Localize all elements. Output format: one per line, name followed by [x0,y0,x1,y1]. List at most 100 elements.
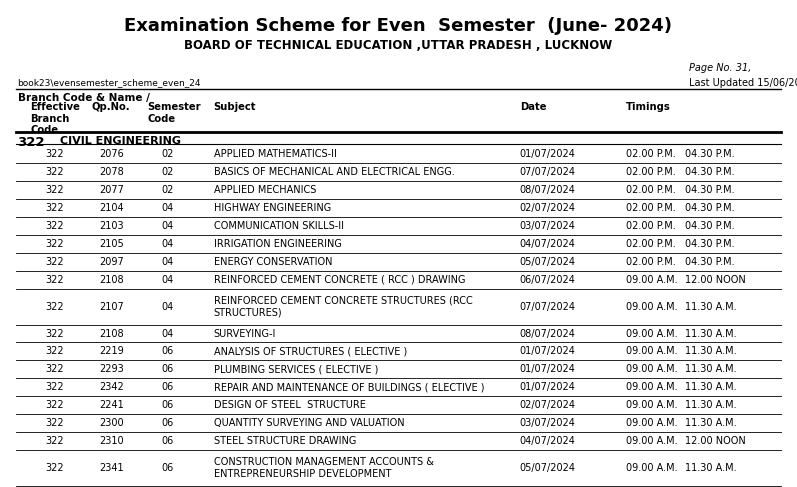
Text: 2077: 2077 [99,185,124,195]
Text: 09.00 A.M.: 09.00 A.M. [626,329,677,338]
Text: 02/07/2024: 02/07/2024 [520,203,575,213]
Text: 2108: 2108 [100,275,124,285]
Text: 12.00 NOON: 12.00 NOON [685,275,746,285]
Text: ANALYSIS OF STRUCTURES ( ELECTIVE ): ANALYSIS OF STRUCTURES ( ELECTIVE ) [214,346,406,356]
Text: 322: 322 [45,257,64,267]
Text: 09.00 A.M.: 09.00 A.M. [626,275,677,285]
Text: 01/07/2024: 01/07/2024 [520,382,575,393]
Text: 322: 322 [45,301,64,312]
Text: 2300: 2300 [100,418,124,428]
Text: 02.00 P.M.: 02.00 P.M. [626,257,675,267]
Text: 04.30 P.M.: 04.30 P.M. [685,167,735,177]
Text: 02.00 P.M.: 02.00 P.M. [626,203,675,213]
Text: 04: 04 [161,221,174,231]
Text: 11.30 A.M.: 11.30 A.M. [685,364,737,375]
Text: 05/07/2024: 05/07/2024 [520,463,575,473]
Text: 04.30 P.M.: 04.30 P.M. [685,221,735,231]
Text: 322: 322 [45,346,64,356]
Text: 06/07/2024: 06/07/2024 [520,275,575,285]
Text: 06: 06 [161,463,174,473]
Text: IRRIGATION ENGINEERING: IRRIGATION ENGINEERING [214,239,341,249]
Text: 01/07/2024: 01/07/2024 [520,149,575,159]
Text: 09.00 A.M.: 09.00 A.M. [626,400,677,410]
Text: 04: 04 [161,329,174,338]
Text: BOARD OF TECHNICAL EDUCATION ,UTTAR PRADESH , LUCKNOW: BOARD OF TECHNICAL EDUCATION ,UTTAR PRAD… [184,39,613,52]
Text: PLUMBING SERVICES ( ELECTIVE ): PLUMBING SERVICES ( ELECTIVE ) [214,364,378,375]
Text: 08/07/2024: 08/07/2024 [520,329,575,338]
Text: BASICS OF MECHANICAL AND ELECTRICAL ENGG.: BASICS OF MECHANICAL AND ELECTRICAL ENGG… [214,167,454,177]
Text: DESIGN OF STEEL  STRUCTURE: DESIGN OF STEEL STRUCTURE [214,400,366,410]
Text: 2103: 2103 [100,221,124,231]
Text: 11.30 A.M.: 11.30 A.M. [685,301,737,312]
Text: QUANTITY SURVEYING AND VALUATION: QUANTITY SURVEYING AND VALUATION [214,418,404,428]
Text: 322: 322 [45,382,64,393]
Text: 02: 02 [161,167,174,177]
Text: 09.00 A.M.: 09.00 A.M. [626,364,677,375]
Text: Page No. 31,: Page No. 31, [689,63,752,74]
Text: 2097: 2097 [99,257,124,267]
Text: 322: 322 [45,239,64,249]
Text: book23\evensemester_scheme_even_24: book23\evensemester_scheme_even_24 [18,78,201,87]
Text: ENERGY CONSERVATION: ENERGY CONSERVATION [214,257,332,267]
Text: 04: 04 [161,239,174,249]
Text: 2108: 2108 [100,329,124,338]
Text: 04.30 P.M.: 04.30 P.M. [685,239,735,249]
Text: APPLIED MECHANICS: APPLIED MECHANICS [214,185,316,195]
Text: Date: Date [520,102,546,112]
Text: 2310: 2310 [100,436,124,446]
Text: 11.30 A.M.: 11.30 A.M. [685,463,737,473]
Text: 2342: 2342 [99,382,124,393]
Text: HIGHWAY ENGINEERING: HIGHWAY ENGINEERING [214,203,331,213]
Text: Semester
Code: Semester Code [147,102,201,124]
Text: 2293: 2293 [99,364,124,375]
Text: 03/07/2024: 03/07/2024 [520,418,575,428]
Text: 04: 04 [161,301,174,312]
Text: 01/07/2024: 01/07/2024 [520,364,575,375]
Text: 322: 322 [45,364,64,375]
Text: Last Updated 15/06/2024: Last Updated 15/06/2024 [689,78,797,88]
Text: Branch Code & Name /: Branch Code & Name / [18,93,149,103]
Text: 02: 02 [161,149,174,159]
Text: 322: 322 [45,275,64,285]
Text: CONSTRUCTION MANAGEMENT ACCOUNTS &
ENTREPRENEURSHIP DEVELOPMENT: CONSTRUCTION MANAGEMENT ACCOUNTS & ENTRE… [214,457,434,479]
Text: 322: 322 [45,463,64,473]
Text: 02: 02 [161,185,174,195]
Text: 04.30 P.M.: 04.30 P.M. [685,203,735,213]
Text: 322: 322 [45,436,64,446]
Text: 322: 322 [45,400,64,410]
Text: SURVEYING-I: SURVEYING-I [214,329,276,338]
Text: 04.30 P.M.: 04.30 P.M. [685,257,735,267]
Text: 02.00 P.M.: 02.00 P.M. [626,221,675,231]
Text: 02.00 P.M.: 02.00 P.M. [626,239,675,249]
Text: 11.30 A.M.: 11.30 A.M. [685,418,737,428]
Text: 09.00 A.M.: 09.00 A.M. [626,346,677,356]
Text: 2078: 2078 [99,167,124,177]
Text: 09.00 A.M.: 09.00 A.M. [626,382,677,393]
Text: 01/07/2024: 01/07/2024 [520,346,575,356]
Text: 09.00 A.M.: 09.00 A.M. [626,301,677,312]
Text: 11.30 A.M.: 11.30 A.M. [685,329,737,338]
Text: REINFORCED CEMENT CONCRETE ( RCC ) DRAWING: REINFORCED CEMENT CONCRETE ( RCC ) DRAWI… [214,275,465,285]
Text: 2104: 2104 [100,203,124,213]
Text: STEEL STRUCTURE DRAWING: STEEL STRUCTURE DRAWING [214,436,356,446]
Text: 07/07/2024: 07/07/2024 [520,167,575,177]
Text: 06: 06 [161,364,174,375]
Text: 11.30 A.M.: 11.30 A.M. [685,400,737,410]
Text: 08/07/2024: 08/07/2024 [520,185,575,195]
Text: Effective
Branch
Code: Effective Branch Code [30,102,80,135]
Text: 03/07/2024: 03/07/2024 [520,221,575,231]
Text: 02.00 P.M.: 02.00 P.M. [626,149,675,159]
Text: 02/07/2024: 02/07/2024 [520,400,575,410]
Text: Examination Scheme for Even  Semester  (June- 2024): Examination Scheme for Even Semester (Ju… [124,17,673,35]
Text: 322: 322 [45,203,64,213]
Text: 04/07/2024: 04/07/2024 [520,436,575,446]
Text: 04: 04 [161,257,174,267]
Text: 2219: 2219 [99,346,124,356]
Text: 07/07/2024: 07/07/2024 [520,301,575,312]
Text: 04.30 P.M.: 04.30 P.M. [685,185,735,195]
Text: 04.30 P.M.: 04.30 P.M. [685,149,735,159]
Text: 322: 322 [45,149,64,159]
Text: REPAIR AND MAINTENANCE OF BUILDINGS ( ELECTIVE ): REPAIR AND MAINTENANCE OF BUILDINGS ( EL… [214,382,484,393]
Text: 2341: 2341 [100,463,124,473]
Text: 09.00 A.M.: 09.00 A.M. [626,418,677,428]
